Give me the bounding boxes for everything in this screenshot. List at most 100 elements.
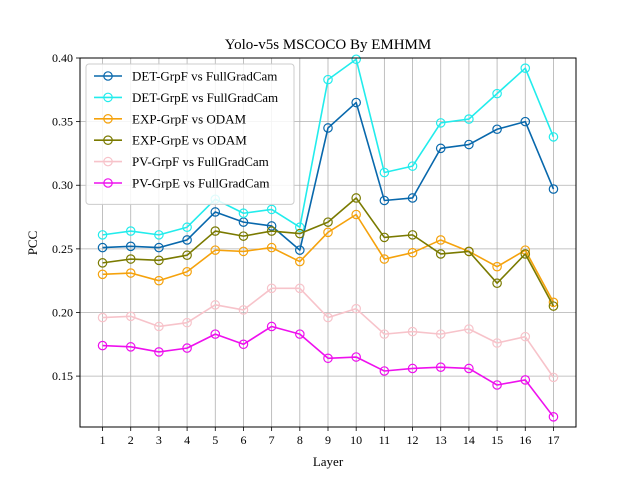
data-point <box>125 241 136 252</box>
data-point <box>238 339 249 350</box>
data-point <box>520 249 531 259</box>
legend-marker <box>103 71 113 81</box>
data-point <box>238 246 249 257</box>
x-tick-label: 8 <box>297 433 303 447</box>
x-tick-label: 4 <box>184 433 190 447</box>
data-point <box>210 245 221 255</box>
data-point <box>492 380 502 390</box>
data-point <box>351 193 361 203</box>
data-point <box>125 226 136 236</box>
x-tick-label: 5 <box>212 433 218 447</box>
data-point <box>407 326 418 337</box>
data-point <box>323 312 333 323</box>
series-5 <box>97 283 559 383</box>
legend-label: EXP-GrpF vs ODAM <box>132 111 247 126</box>
data-point <box>492 124 502 135</box>
data-point <box>154 230 164 240</box>
series-4 <box>97 193 559 311</box>
data-point <box>464 324 474 334</box>
data-point <box>266 226 277 236</box>
data-point <box>464 363 474 374</box>
series-line <box>102 101 555 251</box>
y-tick-label: 0.35 <box>52 115 73 129</box>
data-point <box>548 297 559 308</box>
legend-marker <box>103 92 113 103</box>
data-point <box>323 227 333 238</box>
legend-item: EXP-GrpE vs ODAM <box>94 133 247 148</box>
data-point <box>379 195 390 206</box>
x-tick-label: 17 <box>547 433 559 447</box>
data-point <box>520 375 531 385</box>
legend-label: PV-GrpE vs FullGradCam <box>132 176 269 191</box>
data-point <box>492 88 502 99</box>
data-point <box>379 329 390 339</box>
legend-marker <box>103 156 113 167</box>
data-point <box>182 222 192 233</box>
legend-item: EXP-GrpF vs ODAM <box>94 111 247 126</box>
data-point <box>351 352 361 362</box>
data-point <box>435 362 446 372</box>
data-point <box>295 228 305 239</box>
series-1 <box>97 97 559 255</box>
data-point <box>182 317 192 328</box>
data-point <box>435 249 446 259</box>
data-point <box>154 321 164 332</box>
series-6 <box>97 321 559 422</box>
data-point <box>125 311 136 322</box>
data-point <box>295 222 305 233</box>
data-point <box>266 242 277 253</box>
y-tick-label: 0.30 <box>52 178 73 192</box>
data-point <box>238 305 249 315</box>
legend-marker <box>103 178 113 188</box>
data-point <box>520 63 531 73</box>
y-axis-label: PCC <box>25 231 40 256</box>
data-point <box>97 258 108 268</box>
data-point <box>520 331 531 342</box>
x-axis: 1 2 3 4 5 6 7 8 9 10 11 12 13 14 15 16 17 <box>100 427 559 447</box>
y-tick-label: 0.20 <box>52 305 73 319</box>
data-point <box>435 118 446 128</box>
legend-label: DET-GrpF vs FullGradCam <box>132 69 277 84</box>
series-line <box>102 287 555 378</box>
data-point <box>548 132 559 142</box>
series-layer <box>97 54 559 422</box>
y-tick-label: 0.40 <box>52 51 73 65</box>
data-point <box>379 254 390 264</box>
legend-item: PV-GrpF vs FullGradCam <box>94 154 269 169</box>
data-point <box>492 338 502 348</box>
data-point <box>238 231 249 241</box>
series-2 <box>97 54 559 240</box>
data-point <box>435 235 446 245</box>
x-tick-label: 13 <box>435 433 447 447</box>
legend-label: DET-GrpE vs FullGradCam <box>132 90 278 105</box>
y-tick-label: 0.15 <box>52 369 73 383</box>
data-point <box>407 193 418 203</box>
x-tick-label: 7 <box>269 433 275 447</box>
data-point <box>407 161 418 171</box>
data-point <box>548 412 559 422</box>
data-point <box>407 247 418 258</box>
data-point <box>266 221 277 231</box>
data-point <box>182 343 192 353</box>
data-point <box>295 329 305 339</box>
data-point <box>407 363 418 374</box>
data-point <box>407 230 418 240</box>
data-point <box>125 268 136 278</box>
data-point <box>351 209 361 220</box>
data-point <box>210 329 221 339</box>
data-point <box>351 303 361 314</box>
data-point <box>97 242 108 253</box>
legend-item: DET-GrpF vs FullGradCam <box>94 69 277 84</box>
data-point <box>351 54 361 65</box>
legend-marker <box>103 135 113 145</box>
legend-label: EXP-GrpE vs ODAM <box>132 133 247 148</box>
x-tick-label: 3 <box>156 433 162 447</box>
data-point <box>97 269 108 280</box>
data-point <box>266 321 277 332</box>
x-tick-label: 14 <box>463 433 475 447</box>
data-point <box>464 139 474 150</box>
data-point <box>154 255 164 266</box>
data-point <box>548 184 559 194</box>
data-point <box>492 278 502 289</box>
